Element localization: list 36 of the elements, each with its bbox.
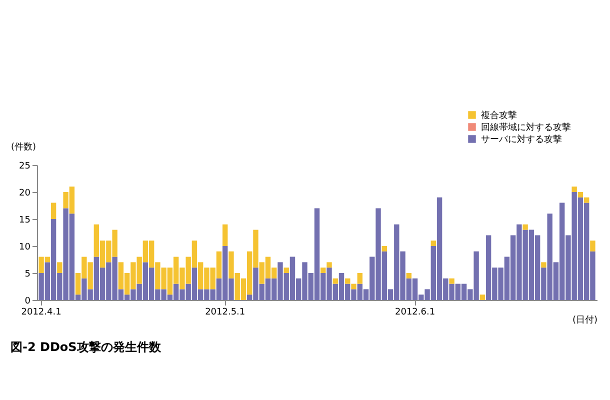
- bar: [578, 192, 584, 198]
- bar: [541, 262, 546, 268]
- legend-label: 回線帯域に対する攻撃: [481, 122, 571, 133]
- bar: [590, 240, 596, 252]
- x-tick-label: 2012.5.1: [205, 308, 246, 318]
- x-axis-title: (日付): [572, 314, 598, 326]
- bar: [406, 273, 412, 278]
- bar: [345, 278, 350, 284]
- bar: [584, 197, 590, 203]
- bar: [572, 186, 577, 192]
- x-tick-label: 2012.4.1: [21, 308, 62, 318]
- x-tick-label: 2012.6.1: [394, 308, 436, 318]
- bar: [357, 273, 362, 284]
- bar: [351, 284, 356, 290]
- y-tick-label: 0: [24, 296, 31, 306]
- bar: [480, 294, 486, 300]
- text: 図-2 DDoS攻撃の発生件数: [10, 340, 162, 354]
- bar: [382, 246, 387, 252]
- bar: [326, 262, 332, 268]
- bar: [284, 268, 289, 273]
- y-tick-label: 25: [19, 162, 30, 172]
- bar: [222, 224, 228, 246]
- bar: [449, 278, 454, 284]
- y-tick-label: 20: [19, 188, 31, 198]
- bar: [50, 202, 56, 219]
- bar: [320, 268, 326, 273]
- bar: [57, 262, 62, 273]
- legend-label: 複合攻撃: [481, 110, 517, 121]
- y-tick-label: 15: [19, 216, 30, 226]
- bar: [332, 278, 338, 284]
- bar: [522, 224, 528, 230]
- y-tick-label: 10: [19, 242, 31, 252]
- legend-label: サーバに対する攻撃: [481, 134, 562, 145]
- bar: [430, 240, 436, 246]
- y-axis-title: (件数): [10, 142, 36, 152]
- y-tick-label: 5: [24, 270, 30, 280]
